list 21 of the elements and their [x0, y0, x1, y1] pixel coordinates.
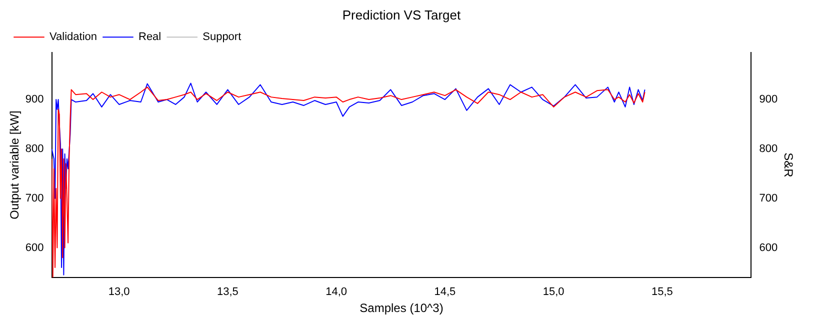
- y2-tick-label: 900: [759, 94, 778, 106]
- chart-title: Prediction VS Target: [342, 7, 462, 22]
- x-tick-label: 15,5: [651, 286, 673, 298]
- y-tick-label: 700: [25, 192, 44, 204]
- y2-axis-title: S&R: [781, 152, 796, 178]
- x-tick-label: 15,0: [542, 286, 564, 298]
- y2-tick-label: 800: [759, 142, 778, 155]
- y-tick-label: 900: [25, 94, 44, 106]
- x-tick-label: 14,0: [326, 286, 348, 298]
- legend-label: Real: [138, 31, 162, 44]
- y-tick-label: 800: [25, 142, 44, 155]
- legend-label: Support: [202, 31, 242, 44]
- y-axis-title: Output variable [kW]: [8, 110, 22, 220]
- x-tick-label: 13,5: [217, 286, 238, 298]
- y2-tick-label: 600: [759, 242, 778, 254]
- x-tick-label: 13,0: [108, 286, 130, 298]
- x-tick-label: 14,5: [434, 286, 456, 298]
- legend-label: Validation: [50, 31, 97, 44]
- y2-tick-label: 700: [759, 192, 778, 204]
- x-axis-title: Samples (10^3): [360, 301, 444, 316]
- y-tick-label: 600: [25, 242, 44, 254]
